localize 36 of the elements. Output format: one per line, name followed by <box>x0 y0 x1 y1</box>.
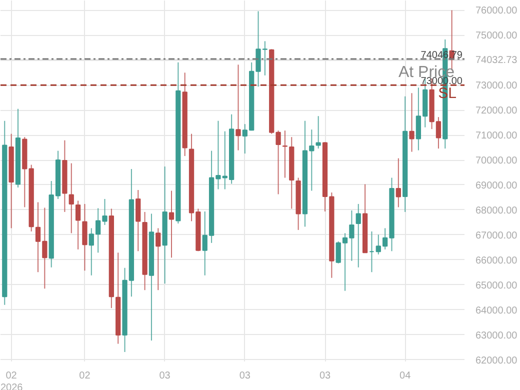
x-tick-label: 03 <box>159 370 171 382</box>
y-tick-label: 66000.00 <box>476 255 518 266</box>
y-tick-label: 65000.00 <box>476 280 518 292</box>
candlestick <box>35 202 41 273</box>
y-tick-label: 74032.73 <box>476 54 518 66</box>
candlestick <box>136 189 141 252</box>
candlestick <box>156 228 161 291</box>
candlestick <box>42 207 48 290</box>
y-tick-label: 70000.00 <box>476 156 518 167</box>
y-tick-label: 73000.00 <box>476 80 518 92</box>
candlestick <box>168 190 174 258</box>
y-tick-label: 62000.00 <box>476 355 518 366</box>
candlestick <box>282 130 288 178</box>
candlestick <box>396 158 401 208</box>
y-tick-label: 76000.00 <box>476 6 518 17</box>
y-tick-label: 71000.00 <box>476 130 518 142</box>
y-tick-label: 69000.00 <box>476 180 518 192</box>
candlestick <box>316 116 321 150</box>
x-tick-label: 02 <box>6 370 18 382</box>
x-tick-label: 03 <box>319 370 332 382</box>
candlestick <box>82 203 88 272</box>
y-tick-label: 72000.00 <box>476 106 518 117</box>
y-tick-label: 75000.00 <box>476 30 518 42</box>
x-tick-label: 02 <box>79 370 91 382</box>
y-tick-label: 64000.00 <box>476 305 518 316</box>
candlestick <box>75 200 81 250</box>
y-tick-label: 68000.00 <box>476 205 518 216</box>
candlestick <box>356 203 361 268</box>
x-tick-label: 04 <box>400 370 412 382</box>
y-tick-label: 67000.00 <box>476 230 518 242</box>
candlestick <box>409 92 414 152</box>
y-tick-label: 63000.00 <box>476 330 518 342</box>
candlestick <box>236 64 241 151</box>
x-tick-label: 03 <box>239 370 251 382</box>
candlestick <box>68 162 74 234</box>
candlestick <box>276 130 281 195</box>
